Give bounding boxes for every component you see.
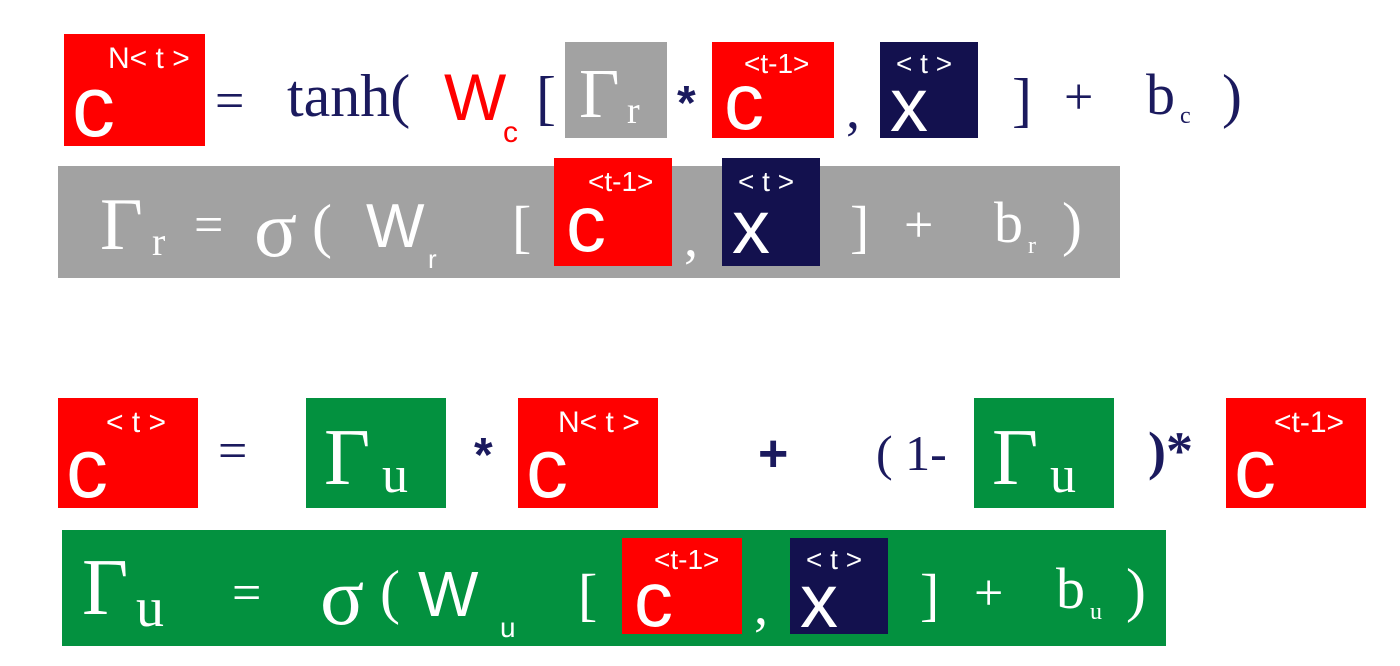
times-sign: * [474,429,493,482]
equals-sign: = [194,197,224,254]
equals-sign: = [215,73,245,130]
bias-u: b [1056,556,1085,621]
open-bracket: [ [578,562,598,627]
equals-sign: = [218,423,248,480]
one-minus: ( 1- [876,425,947,481]
previous-cell-box: c <t-1> [712,42,834,142]
close-paren-times: )* [1148,421,1193,481]
gamma-symbol: Γ [579,56,620,133]
candidate-cell-box: c N< t > [64,34,205,150]
weight-u: W [418,558,479,630]
input-box: x < t > [790,538,888,640]
c-letter: c [1234,421,1276,515]
open-paren: ( [380,559,400,625]
x-letter: x [890,63,928,148]
bias-r: b [994,190,1023,255]
comma: , [846,79,860,141]
previous-cell-box: c <t-1> [1226,398,1366,515]
bias-c: b [1146,62,1175,127]
c-letter: c [72,59,115,155]
c-letter: c [724,57,764,146]
bias-c-subscript: c [1180,103,1191,129]
weight-r-subscript: r [428,244,437,274]
close-paren: ) [1062,191,1082,257]
previous-superscript: <t-1> [744,48,810,79]
open-bracket: [ [536,65,556,131]
c-letter: c [634,555,673,643]
current-superscript: < t > [896,48,953,79]
plus-sign: + [758,425,789,483]
plus-sign: + [904,197,934,254]
close-bracket: ] [1012,67,1032,133]
x-letter: x [800,559,838,644]
equation-update-gate: Γ u = σ ( W u [ c <t-1> , x < t > ] + b … [62,530,1166,646]
gamma-symbol: Γ [324,414,371,502]
weight-u-subscript: u [500,612,516,643]
close-paren: ) [1126,557,1146,623]
candidate-cell-box: c N< t > [518,398,658,515]
c-letter: c [566,179,606,268]
update-gate-box: Γ u [974,398,1114,508]
input-box: x < t > [722,158,820,266]
bias-r-subscript: r [1028,233,1036,259]
plus-sign: + [974,565,1004,622]
open-paren: ( [312,193,332,259]
comma: , [684,207,698,269]
equation-reset-gate: Γ r = σ ( W r [ c <t-1> , x < t > ] + b … [58,158,1120,278]
gamma-symbol: Γ [100,184,143,266]
x-letter: x [732,185,770,270]
candidate-superscript: N< t > [558,406,640,439]
previous-cell-box: c <t-1> [554,158,672,266]
gamma-subscript-u: u [1050,447,1076,504]
current-superscript: < t > [106,406,167,439]
gamma-symbol: Γ [992,414,1039,502]
times-sign: * [677,77,696,130]
gamma-subscript-r: r [152,219,166,264]
current-superscript: < t > [738,166,795,197]
gamma-subscript-r: r [627,90,640,132]
equals-sign: = [232,565,262,622]
input-box: x < t > [880,42,978,144]
c-letter: c [526,421,568,515]
close-bracket: ] [920,562,940,627]
previous-superscript: <t-1> [588,166,654,197]
c-letter: c [66,421,108,515]
current-cell-box: c < t > [58,398,198,515]
sigma-symbol: σ [320,551,365,642]
tanh-open: tanh( [287,63,411,129]
candidate-superscript: N< t > [108,42,190,75]
update-gate-box: Γ u [306,398,446,508]
weight-c: W [444,60,507,134]
gamma-subscript-u: u [136,577,164,639]
gamma-subscript-u: u [382,447,408,504]
weight-r: W [366,192,425,261]
comma: , [754,575,768,637]
open-bracket: [ [512,194,532,259]
close-paren: ) [1222,63,1242,129]
weight-c-subscript: c [503,116,518,149]
plus-sign: + [1064,69,1094,126]
previous-superscript: <t-1> [1274,406,1345,439]
close-bracket: ] [850,194,870,259]
gamma-symbol: Γ [82,544,129,632]
previous-superscript: <t-1> [654,544,720,575]
current-superscript: < t > [806,544,863,575]
reset-gate-box: Γ r [565,42,667,138]
previous-cell-box: c <t-1> [622,538,742,638]
bias-u-subscript: u [1090,599,1102,625]
sigma-symbol: σ [254,186,298,274]
